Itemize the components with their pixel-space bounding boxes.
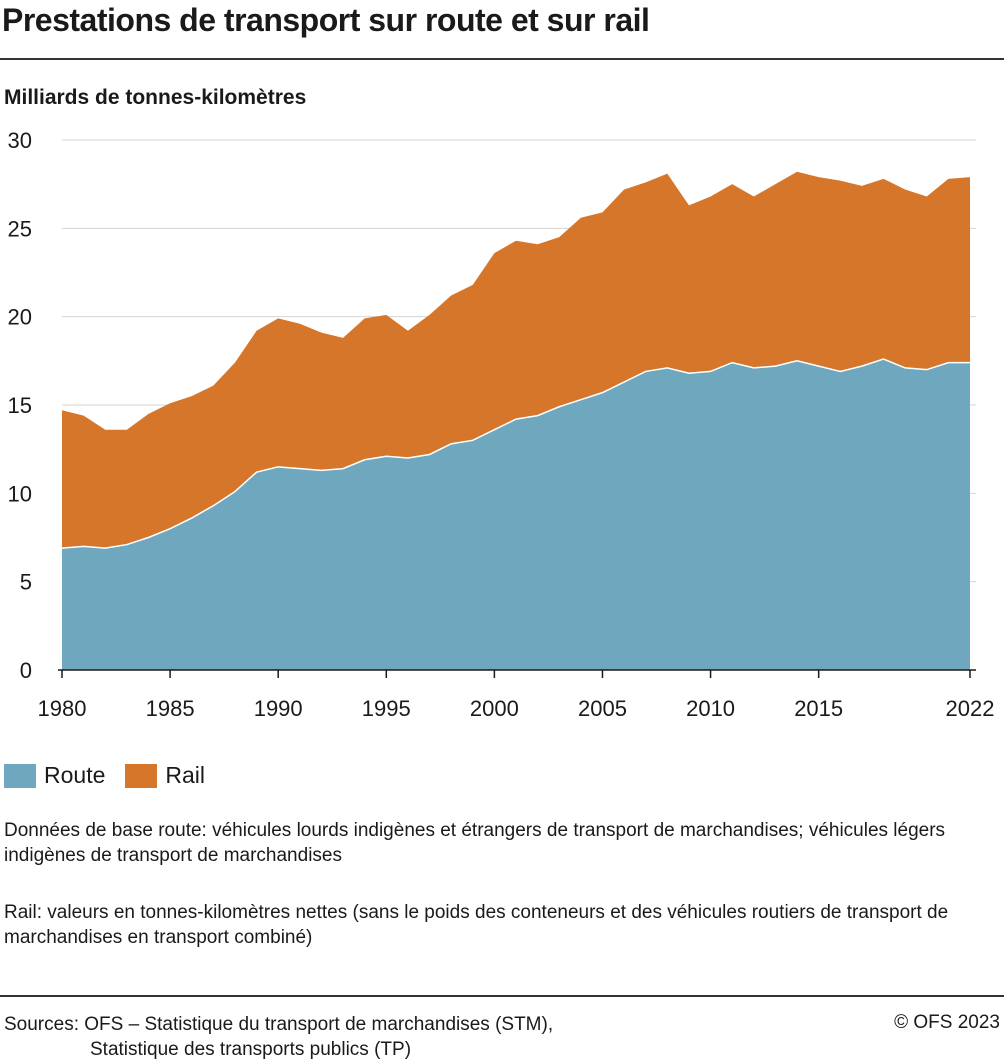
legend-label-rail: Rail	[165, 762, 205, 788]
x-tick-label-1980: 1980	[38, 696, 87, 721]
area-series	[61, 171, 970, 670]
x-tick-label-2005: 2005	[578, 696, 627, 721]
x-tick-label-1995: 1995	[362, 696, 411, 721]
legend-item-rail: Rail	[125, 762, 205, 789]
x-tick-label-1985: 1985	[146, 696, 195, 721]
y-axis-units-label: Milliards de tonnes-kilomètres	[4, 86, 307, 109]
stacked-area-chart: 1980 1985 1990 1995 2000 2005 2010 2015 2022 051…	[8, 128, 995, 721]
legend: Route Rail	[4, 762, 225, 789]
x-tick-label-2022: 2022	[946, 696, 995, 721]
y-tick-label-0: 0	[20, 658, 32, 683]
area-route	[62, 359, 970, 670]
y-tick-label-15: 15	[8, 393, 32, 418]
legend-item-route: Route	[4, 762, 105, 789]
y-tick-label-25: 25	[8, 216, 32, 241]
x-tick-label-1990: 1990	[254, 696, 303, 721]
x-tick-label-2010: 2010	[686, 696, 735, 721]
note-road: Données de base route: véhicules lourds …	[4, 820, 946, 866]
bottom-divider	[0, 995, 1004, 997]
sources-line-1: Sources: OFS – Statistique du transport …	[4, 1014, 554, 1035]
legend-label-route: Route	[44, 762, 106, 788]
x-tick-label-2000: 2000	[470, 696, 519, 721]
legend-swatch-route	[4, 763, 36, 788]
y-axis: 0 5 10 15 20 25 30	[8, 128, 32, 683]
y-tick-label-10: 10	[8, 481, 32, 506]
x-tick-label-2015: 2015	[794, 696, 843, 721]
route-boundary-line	[61, 358, 970, 549]
sources-line-2: Statistique des transports publics (TP)	[90, 1039, 412, 1060]
top-divider	[0, 58, 1004, 60]
area-rail	[62, 171, 970, 549]
note-rail: Rail: valeurs en tonnes-kilomètres nette…	[4, 902, 949, 948]
y-tick-label-20: 20	[8, 305, 32, 330]
chart-title: Prestations de transport sur route et su…	[2, 2, 650, 38]
copyright: © OFS 2023	[894, 1012, 1000, 1033]
x-axis: 1980 1985 1990 1995 2000 2005 2010 2015 2022	[38, 669, 995, 721]
sources: Sources: OFS – Statistique du transport …	[4, 1012, 553, 1062]
legend-swatch-rail	[125, 763, 158, 788]
y-tick-label-30: 30	[8, 128, 32, 153]
y-tick-label-5: 5	[20, 570, 32, 595]
